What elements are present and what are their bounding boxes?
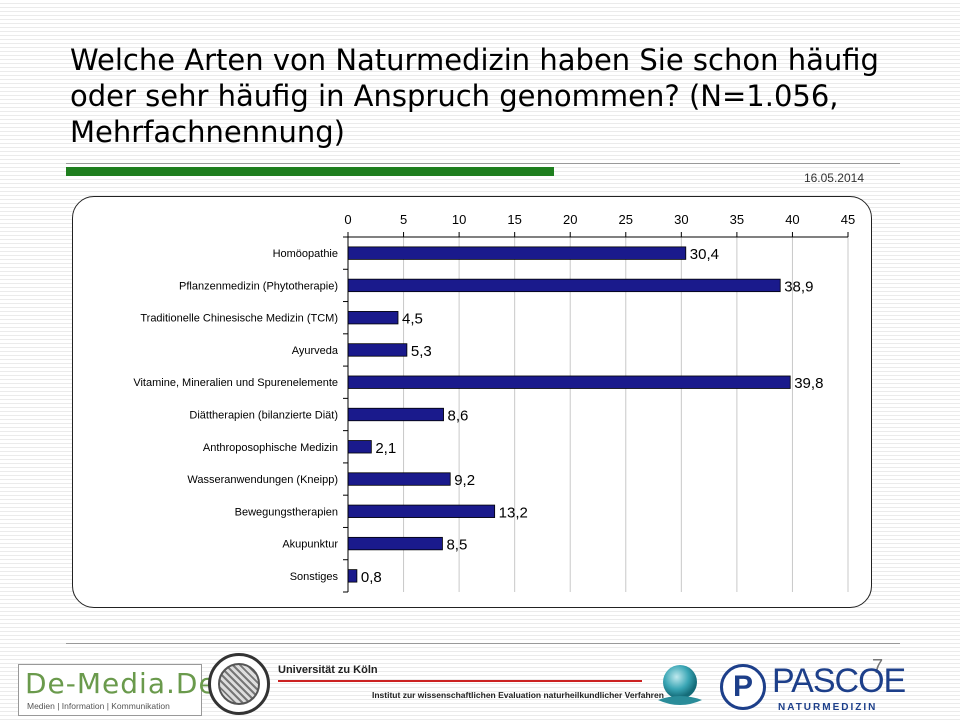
category-label: Bewegungstherapien bbox=[235, 506, 338, 518]
x-tick-label: 45 bbox=[841, 212, 855, 227]
pascoe-logo-sub: NATURMEDIZIN bbox=[778, 702, 878, 713]
demedia-logo: De-Media.De Medien | Information | Kommu… bbox=[18, 664, 216, 716]
x-tick-label: 25 bbox=[619, 212, 633, 227]
category-label: Akupunktur bbox=[282, 539, 338, 551]
chart-frame: 0 5 10 15 20 25 30 35 40 45 Homöopathie Pflanzenme… bbox=[72, 196, 872, 608]
x-tick-label: 20 bbox=[563, 212, 577, 227]
bar bbox=[347, 407, 444, 422]
bar bbox=[347, 504, 496, 518]
category-labels: Homöopathie Pflanzenmedizin (Phytotherapi… bbox=[133, 248, 339, 583]
bar bbox=[347, 375, 791, 389]
value-label: 13,2 bbox=[499, 504, 528, 521]
pascoe-logo-name: PASCOE bbox=[772, 662, 906, 700]
title-accent-bar bbox=[66, 167, 554, 176]
footer-divider-line bbox=[66, 643, 900, 644]
bar-chart: 0 5 10 15 20 25 30 35 40 45 Homöopathie Pflanzenme… bbox=[133, 212, 855, 593]
bar bbox=[347, 569, 358, 583]
bar bbox=[347, 343, 408, 357]
university-seal-inner bbox=[218, 663, 260, 705]
category-label: Traditionelle Chinesische Medizin (TCM) bbox=[140, 313, 338, 325]
bar bbox=[347, 246, 687, 260]
x-tick-label: 30 bbox=[674, 212, 688, 227]
value-label: 30,4 bbox=[690, 246, 719, 263]
category-label: Wasseranwendungen (Kneipp) bbox=[187, 474, 338, 486]
university-red-line bbox=[278, 680, 642, 682]
pascoe-logo-initial: P bbox=[720, 664, 766, 710]
bar bbox=[347, 440, 372, 454]
demedia-logo-tagline: Medien | Information | Kommunikation bbox=[27, 701, 170, 711]
value-label: 4,5 bbox=[402, 311, 423, 328]
value-label: 38,9 bbox=[784, 278, 813, 295]
category-label: Sonstiges bbox=[290, 571, 339, 583]
slide-number: 7 bbox=[872, 656, 884, 678]
value-label: 2,1 bbox=[375, 440, 396, 457]
university-name: Universität zu Köln bbox=[278, 664, 378, 676]
category-label: Ayurveda bbox=[292, 345, 339, 357]
axes bbox=[343, 236, 848, 593]
demedia-logo-name: De-Media.De bbox=[25, 667, 217, 700]
value-label: 39,8 bbox=[794, 375, 823, 392]
x-tick-label: 10 bbox=[452, 212, 466, 227]
grid-lines bbox=[403, 237, 849, 592]
sphere-logo-icon bbox=[658, 665, 702, 705]
value-label: 8,5 bbox=[446, 537, 467, 554]
x-axis-ticks: 0 5 10 15 20 25 30 35 40 45 bbox=[344, 212, 855, 237]
university-institute: Institut zur wissenschaftlichen Evaluati… bbox=[372, 690, 664, 700]
category-label: Homöopathie bbox=[273, 248, 338, 260]
slide-title: Welche Arten von Naturmedizin haben Sie … bbox=[70, 43, 879, 149]
category-label: Diättherapien (bilanzierte Diät) bbox=[189, 410, 338, 422]
category-label: Anthroposophische Medizin bbox=[203, 442, 338, 454]
x-tick-label: 0 bbox=[344, 212, 351, 227]
bar bbox=[347, 472, 451, 486]
x-tick-label: 5 bbox=[400, 212, 407, 227]
x-tick-label: 40 bbox=[785, 212, 799, 227]
bar bbox=[347, 311, 399, 325]
slide-date: 16.05.2014 bbox=[803, 171, 864, 185]
category-label: Vitamine, Mineralien und Spurenelemente bbox=[133, 377, 338, 389]
pascoe-logo: P PASCOE NATURMEDIZIN bbox=[720, 660, 906, 718]
value-label: 0,8 bbox=[361, 569, 382, 586]
bar bbox=[347, 536, 443, 551]
university-seal-icon bbox=[208, 653, 270, 715]
value-label: 9,2 bbox=[454, 472, 475, 489]
bars bbox=[347, 246, 791, 583]
value-label: 5,3 bbox=[411, 343, 432, 360]
title-divider-line bbox=[66, 163, 900, 164]
value-labels: 30,4 38,9 4,5 5,3 39,8 8,6 2,1 9,2 13,2 8,5 0,8 bbox=[361, 246, 824, 586]
value-label: 8,6 bbox=[448, 408, 469, 425]
bar bbox=[347, 278, 781, 293]
x-tick-label: 15 bbox=[507, 212, 521, 227]
category-label: Pflanzenmedizin (Phytotherapie) bbox=[179, 280, 338, 292]
x-tick-label: 35 bbox=[730, 212, 744, 227]
